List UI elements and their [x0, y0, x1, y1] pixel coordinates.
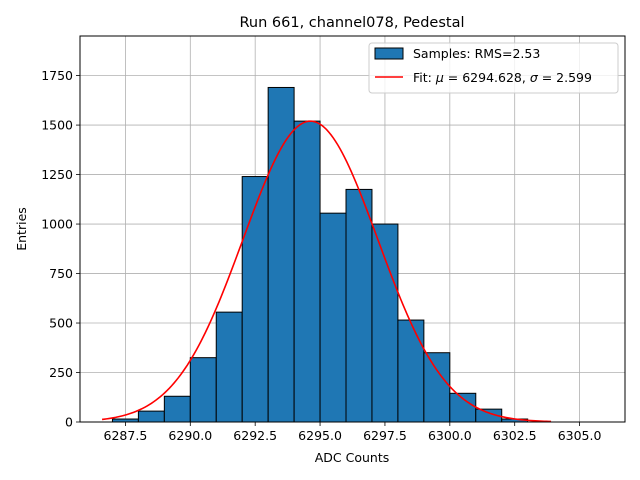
plot-frame	[79, 35, 626, 423]
x-axis: 6287.5 6290.0 6292.5 6295.0 6297.5 6300.0 6302…	[104, 422, 602, 443]
legend-box	[368, 42, 619, 94]
legend-label-samples: Samples: RMS=2.53	[413, 46, 540, 61]
x-tick-label: 6287.5	[104, 428, 148, 443]
x-tick-label: 6292.5	[233, 428, 277, 443]
histogram-bar	[423, 352, 451, 423]
y-tick-label: 1000	[41, 217, 73, 232]
fit-curve-group	[101, 120, 552, 423]
histogram-bar	[241, 176, 269, 423]
y-tick-label: 750	[49, 266, 73, 281]
histogram-bar	[397, 319, 425, 423]
chart-title: Run 661, channel078, Pedestal	[239, 15, 464, 31]
legend-fit-mu-symbol: μ	[435, 70, 444, 85]
legend-fit-prefix: Fit:	[413, 70, 436, 85]
x-tick-label: 6302.5	[493, 428, 537, 443]
x-tick-label: 6290.0	[168, 428, 212, 443]
x-tick-label: 6295.0	[298, 428, 342, 443]
x-tick-label: 6305.0	[558, 428, 602, 443]
y-tick-label: 500	[49, 316, 73, 331]
y-tick-label: 1750	[41, 68, 73, 83]
legend: Samples: RMS=2.53 Fit: μ = 6294.628, σ =…	[368, 42, 619, 94]
histogram-bar	[215, 311, 243, 423]
legend-fit-sigma-symbol: σ	[530, 70, 539, 85]
y-tick-label: 1500	[41, 118, 73, 133]
histogram-bar	[163, 395, 191, 423]
x-axis-label: ADC Counts	[315, 450, 390, 465]
histogram-bar	[293, 120, 321, 423]
x-tick-label: 6297.5	[363, 428, 407, 443]
x-tick-label: 6300.0	[428, 428, 472, 443]
fit-curve	[101, 120, 552, 423]
legend-swatch-samples	[374, 47, 404, 60]
y-axis: 0 250 500 750 1000 1250 1500 1750	[41, 68, 80, 430]
histogram-bar	[189, 357, 217, 423]
histogram-bar	[137, 410, 165, 423]
legend-fit-mu-value: = 6294.628,	[444, 70, 530, 85]
histogram-bar	[371, 223, 399, 423]
y-axis-label: Entries	[14, 207, 29, 251]
y-tick-label: 1250	[41, 167, 73, 182]
histogram-bar	[345, 188, 373, 423]
y-tick-label: 250	[49, 365, 73, 380]
y-tick-label: 0	[65, 415, 73, 430]
legend-fit-sigma-value: = 2.599	[538, 70, 592, 85]
histogram-bar	[267, 86, 295, 423]
histogram-bars	[111, 86, 529, 423]
histogram-bar	[319, 212, 347, 423]
legend-label-fit: Fit: μ = 6294.628, σ = 2.599	[413, 70, 592, 85]
